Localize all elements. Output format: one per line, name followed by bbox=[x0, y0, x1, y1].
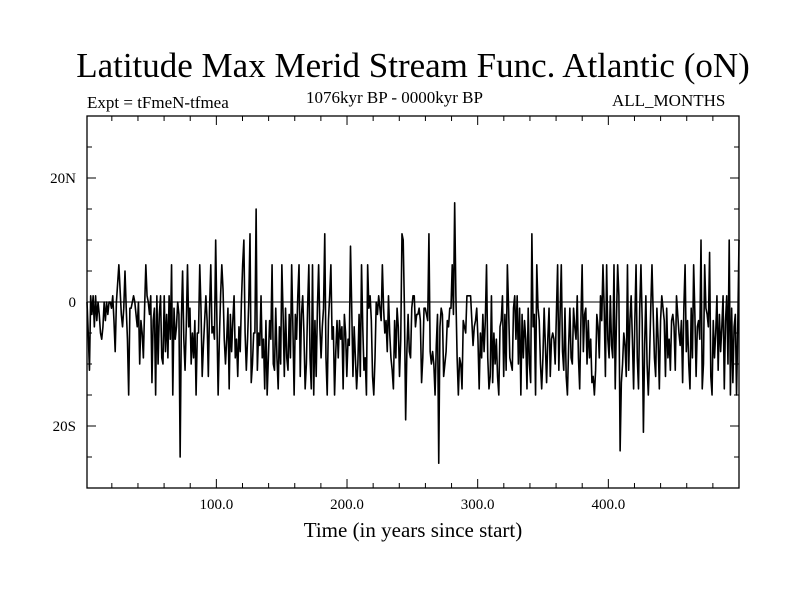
axis-ticks bbox=[87, 116, 739, 488]
series-line bbox=[86, 202, 740, 465]
x-tick-label: 100.0 bbox=[199, 497, 233, 513]
tick-labels: 100.0 200.0 300.0 400.0 20N 0 20S bbox=[50, 171, 625, 513]
x-axis-label: Time (in years since start) bbox=[303, 518, 523, 542]
chart-subtitle: 1076kyr BP - 0000kyr BP bbox=[306, 88, 483, 107]
experiment-label: Expt = tFmeN-tfmea bbox=[87, 93, 229, 112]
y-tick-label: 0 bbox=[69, 295, 77, 311]
season-label: ALL_MONTHS bbox=[612, 91, 726, 110]
x-tick-label: 300.0 bbox=[461, 497, 495, 513]
y-tick-label: 20N bbox=[50, 171, 76, 187]
y-tick-label: 20S bbox=[53, 419, 76, 435]
x-tick-label: 400.0 bbox=[591, 497, 625, 513]
chart-title: Latitude Max Merid Stream Func. Atlantic… bbox=[76, 46, 750, 85]
x-tick-label: 200.0 bbox=[330, 497, 364, 513]
